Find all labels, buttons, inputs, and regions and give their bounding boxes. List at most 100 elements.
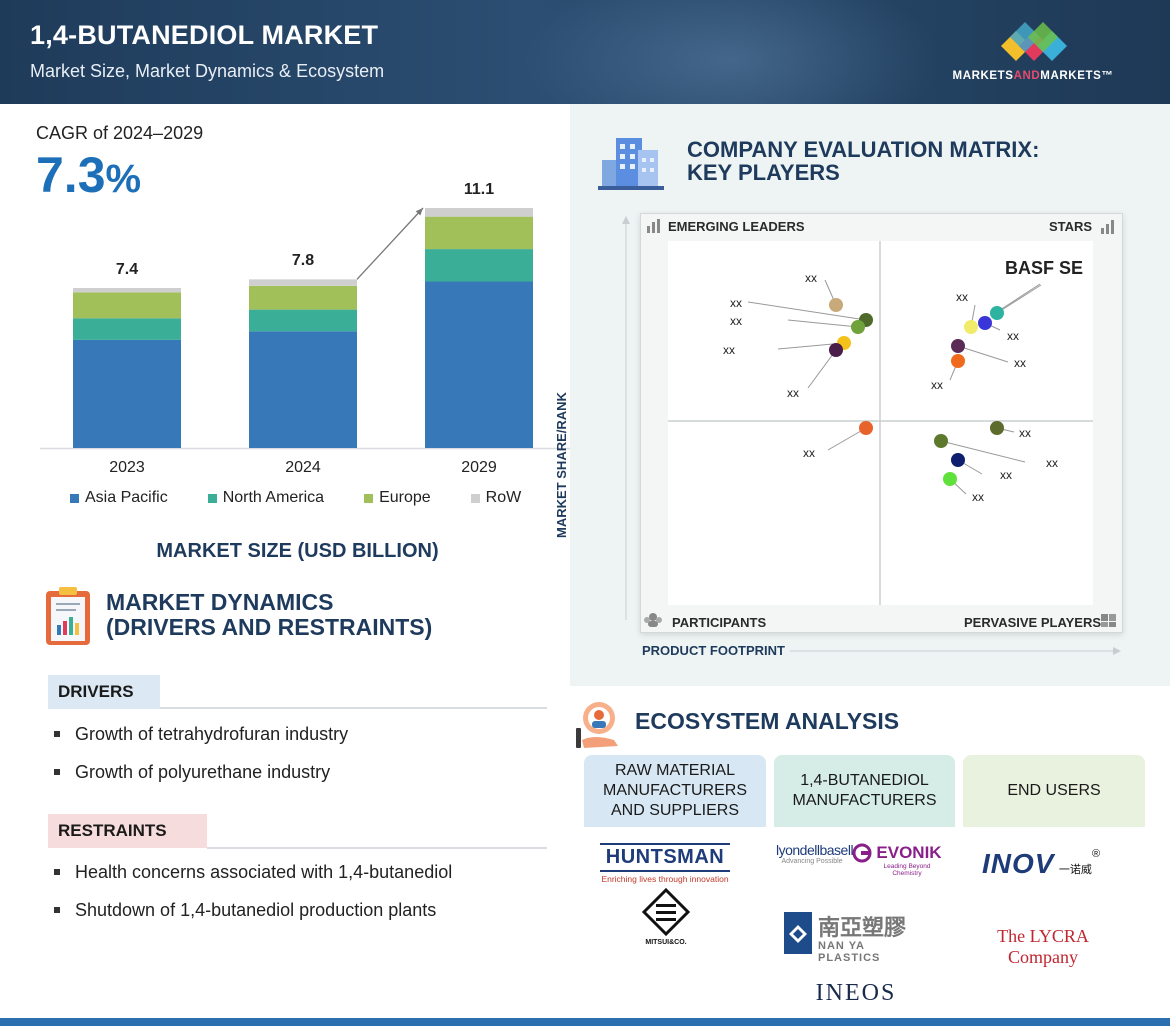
brand-logo[interactable]: MARKETSANDMARKETS™ — [938, 16, 1128, 88]
legend-swatch — [470, 493, 480, 503]
company-dot — [990, 306, 1004, 320]
restraints-list: Health concerns associated with 1,4-buta… — [54, 853, 452, 929]
quadrant-emerging-leaders: EMERGING LEADERS — [668, 219, 805, 234]
chart-legend: Asia Pacific North America Europe RoW — [70, 489, 521, 507]
x-axis-arrowhead — [1113, 647, 1121, 655]
company-dot — [951, 453, 965, 467]
leader-line — [827, 427, 867, 451]
company-dot — [934, 434, 948, 448]
company-label: xx — [1007, 329, 1019, 343]
growth-arrow — [356, 207, 424, 280]
bar-segment — [425, 216, 533, 250]
ecosystem-title: ECOSYSTEM ANALYSIS — [635, 708, 900, 734]
restraints-tag: RESTRAINTS — [48, 814, 207, 848]
growth-arrowhead — [415, 208, 423, 216]
market-size-title: MARKET SIZE (USD BILLION) — [156, 540, 439, 562]
legend-swatch — [70, 493, 79, 503]
legend-swatch — [364, 493, 374, 503]
company-label: xx — [730, 314, 742, 328]
legend-swatch — [207, 493, 217, 503]
company-label: xx — [956, 290, 968, 304]
drivers-divider — [160, 707, 547, 709]
lyondellbasell-logo: lyondellbasell Advancing Possible — [776, 842, 854, 865]
end-users-column-header: END USERS — [963, 755, 1145, 827]
leader-line — [996, 284, 1042, 314]
legend-label: Europe — [379, 489, 431, 506]
legend-label: North America — [222, 489, 325, 506]
emerging-leaders-icon — [647, 219, 660, 233]
drivers-list: Growth of tetrahydrofuran industry Growt… — [54, 715, 348, 791]
company-dot — [951, 339, 965, 353]
legend-item: Europe — [364, 489, 431, 507]
company-label: xx — [1014, 356, 1026, 370]
company-label: xx — [1046, 456, 1058, 470]
quadrant-stars: STARS — [1049, 219, 1093, 234]
bar-segment — [73, 292, 181, 319]
brand-logo-diamonds-icon — [1001, 22, 1067, 61]
mitsui-logo: MITSUI&CO. — [636, 887, 696, 946]
list-item: Growth of polyurethane industry — [54, 753, 348, 791]
manufacturers-column-header: 1,4-BUTANEDIOL MANUFACTURERS — [774, 755, 955, 827]
highlight-leader-line — [999, 283, 1041, 311]
evaluation-matrix-title: COMPANY EVALUATION MATRIX: KEY PLAYERS — [687, 137, 1040, 185]
pervasive-players-icon — [1101, 614, 1116, 627]
bar-segment — [249, 279, 357, 286]
lycra-company-logo: The LYCRA Company — [997, 926, 1089, 967]
x-axis-label: PRODUCT FOOTPRINT — [642, 643, 785, 658]
bar-segment — [73, 288, 181, 293]
header-background-glow — [520, 0, 940, 104]
huntsman-logo: HUNTSMAN Enriching lives through innovat… — [600, 843, 730, 884]
nanya-emblem-icon — [789, 925, 807, 943]
company-dot — [829, 298, 843, 312]
company-label: xx — [931, 378, 943, 392]
bar-total-label: 7.4 — [115, 261, 139, 278]
list-item: Shutdown of 1,4-butanediol production pl… — [54, 891, 452, 929]
page-title: 1,4-BUTANEDIOL MARKET — [30, 20, 379, 50]
company-label: xx — [787, 386, 799, 400]
y-axis-arrowhead — [622, 216, 630, 224]
header-banner: 1,4-BUTANEDIOL MARKET Market Size, Marke… — [0, 0, 1170, 104]
company-dot — [829, 343, 843, 357]
ineos-logo: INEOS — [815, 980, 897, 1006]
leader-line — [940, 440, 1026, 463]
leader-line — [747, 301, 867, 321]
page-subtitle: Market Size, Market Dynamics & Ecosystem — [30, 61, 385, 81]
list-item: Growth of tetrahydrofuran industry — [54, 715, 348, 753]
leader-line — [957, 345, 1009, 363]
legend-item: RoW — [470, 489, 522, 507]
leader-line — [807, 349, 837, 389]
bar-segment — [73, 339, 181, 448]
evonik-logo: EVONIK Leading Beyond Chemistry — [852, 843, 942, 877]
x-tick-label: 2024 — [285, 459, 321, 476]
bar-segment — [425, 249, 533, 282]
cagr-value: 7.3% — [36, 147, 142, 203]
company-label: xx — [1019, 426, 1031, 440]
company-label: xx — [730, 296, 742, 310]
mitsui-emblem-icon — [641, 887, 691, 937]
evonik-emblem-icon — [852, 843, 872, 863]
cagr-label: CAGR of 2024–2029 — [36, 123, 204, 143]
bar-segment — [425, 208, 533, 217]
company-dots — [829, 298, 1004, 486]
list-item: Health concerns associated with 1,4-buta… — [54, 853, 452, 891]
quadrant-participants: PARTICIPANTS — [672, 615, 767, 630]
company-label: xx — [805, 271, 817, 285]
restraints-divider — [207, 847, 547, 849]
bar-total-label: 11.1 — [463, 181, 495, 198]
legend-item: Asia Pacific — [70, 489, 168, 507]
market-dynamics-title: MARKET DYNAMICS (DRIVERS AND RESTRAINTS) — [106, 589, 433, 640]
company-dot — [851, 320, 865, 334]
company-dot — [978, 316, 992, 330]
bar-segment — [425, 281, 533, 448]
bar-segment — [249, 309, 357, 332]
company-label: xx — [1000, 468, 1012, 482]
stars-icon — [1101, 220, 1114, 234]
company-dot — [990, 421, 1004, 435]
participants-icon — [644, 613, 662, 627]
legend-label: RoW — [485, 489, 522, 506]
legend-label: Asia Pacific — [85, 489, 168, 506]
ecosystem-person-icon — [576, 702, 618, 748]
company-dot — [859, 421, 873, 435]
company-label: xx — [723, 343, 735, 357]
